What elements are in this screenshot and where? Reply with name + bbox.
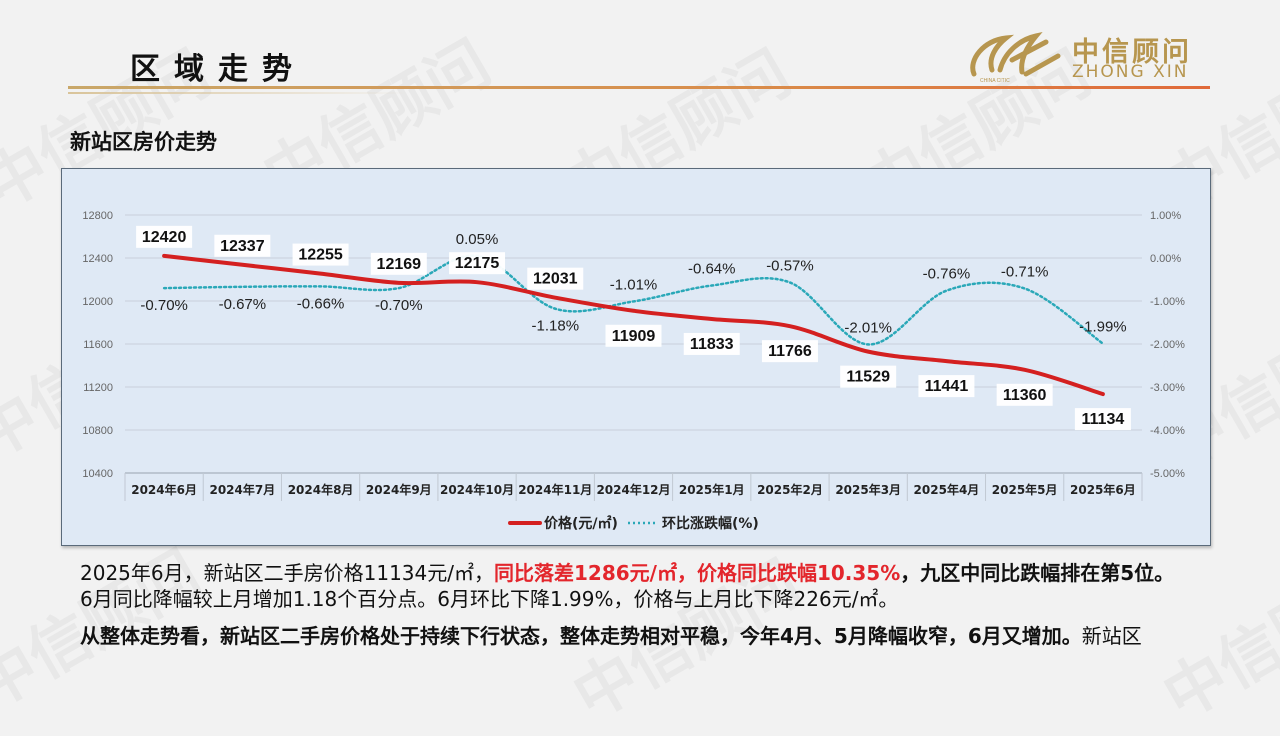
y-right-tick-label: 0.00%	[1150, 253, 1181, 265]
price-label-box	[527, 267, 584, 290]
price-data-label: 11766	[768, 343, 812, 360]
summary-text: 2025年6月，新站区二手房价格11134元/㎡，	[80, 561, 494, 585]
price-data-label: 11360	[1003, 387, 1047, 404]
legend-mom-label: 环比涨跌幅(%)	[662, 515, 759, 532]
x-tick-label: 2024年8月	[288, 482, 354, 497]
y-right-tick-label: -2.00%	[1150, 339, 1185, 351]
price-data-label: 11441	[925, 378, 969, 395]
price-data-label: 11529	[846, 369, 890, 386]
trend-text: 新站区	[1081, 624, 1142, 648]
mom-data-label: -1.99%	[1079, 319, 1127, 336]
mom-data-label: -0.57%	[766, 258, 814, 275]
chart-panel: 10400 10800 11200 11600 12000 12400 12800 -5.00…	[61, 168, 1211, 546]
svg-text:CHINA CITIC: CHINA CITIC	[980, 78, 1010, 84]
mom-data-label: -0.70%	[375, 297, 423, 314]
x-tick-label: 2025年6月	[1070, 482, 1136, 497]
header-divider	[68, 86, 1210, 89]
x-tick-label: 2024年9月	[366, 482, 432, 497]
price-label-box	[370, 252, 427, 275]
mom-data-label: -0.64%	[688, 261, 736, 278]
mom-data-label: 0.05%	[456, 231, 499, 248]
x-tick-label: 2024年11月	[518, 482, 592, 497]
trend-text-bold: 从整体走势看，新站区二手房价格处于持续下行状态，整体走势相对平稳，今年4月、5月…	[80, 624, 1082, 648]
price-label-box	[683, 332, 740, 355]
summary-paragraph-1: 2025年6月，新站区二手房价格11134元/㎡，同比落差1286元/㎡，价格同…	[80, 560, 1174, 586]
x-tick-label: 2024年12月	[596, 482, 670, 497]
y-left-tick-label: 11200	[83, 382, 113, 394]
x-tick-label: 2025年4月	[914, 482, 980, 497]
price-data-label: 12255	[298, 247, 343, 264]
logo-text-cn: 中信顾问	[1072, 37, 1192, 68]
mom-data-label: -0.76%	[923, 266, 971, 283]
header-divider-accent	[68, 92, 408, 94]
x-tick-label: 2025年5月	[992, 482, 1058, 497]
y-left-tick-label: 10400	[82, 468, 113, 480]
legend-price-label: 价格(元/㎡)	[544, 515, 618, 532]
x-tick-label: 2025年2月	[757, 482, 823, 497]
logo-mark-icon	[970, 31, 1061, 77]
price-label-box	[761, 340, 818, 363]
price-label-box	[449, 252, 506, 275]
y-left-tick-label: 11600	[83, 339, 113, 351]
page-title: 区域走势	[130, 52, 306, 87]
price-label-box	[605, 324, 662, 347]
price-data-label: 12420	[142, 229, 187, 246]
summary-paragraph-2: 从整体走势看，新站区二手房价格处于持续下行状态，整体走势相对平稳，今年4月、5月…	[80, 623, 1142, 649]
y-left-tick-label: 12000	[82, 296, 113, 308]
price-label-box	[136, 225, 193, 248]
price-label-box	[918, 375, 975, 398]
section-title: 新站区房价走势	[70, 130, 217, 154]
summary-paragraph-1-line2: 6月同比降幅较上月增加1.18个百分点。6月环比下降1.99%，价格与上月比下降…	[80, 587, 899, 611]
x-tick-label: 2024年10月	[440, 482, 514, 497]
y-right-tick-label: -3.00%	[1150, 382, 1185, 394]
mom-data-label: -0.67%	[219, 296, 267, 313]
highlight-text: 同比落差1286元/㎡，价格同比跌幅10.35%	[493, 561, 901, 585]
y-right-tick-label: 1.00%	[1150, 210, 1181, 222]
price-line	[162, 253, 1105, 397]
y-left-tick-label: 12400	[82, 253, 113, 265]
y-right-tick-label: -1.00%	[1150, 296, 1185, 308]
mom-data-label: -0.70%	[140, 297, 188, 314]
mom-data-label: -1.01%	[610, 276, 658, 293]
price-data-label: 12175	[455, 255, 500, 272]
summary-text-bold: ，九区中同比跌幅排在第5位。	[900, 561, 1175, 585]
price-data-label: 12031	[533, 271, 578, 288]
price-label-box	[996, 383, 1053, 406]
price-data-label: 11909	[612, 328, 656, 345]
price-label-box	[840, 365, 897, 388]
x-tick-label: 2025年3月	[835, 482, 901, 497]
y-right-tick-label: -4.00%	[1150, 425, 1185, 437]
x-tick-label: 2025年1月	[679, 482, 745, 497]
price-data-label: 12169	[377, 256, 422, 273]
price-label-box	[1074, 408, 1131, 431]
price-label-box	[292, 243, 349, 266]
y-left-tick-label: 10800	[82, 425, 113, 437]
x-tick-label: 2024年7月	[209, 482, 275, 497]
logo-text-en: ZHONG XIN	[1072, 62, 1189, 82]
x-tick-label: 2024年6月	[131, 482, 197, 497]
y-left-tick-label: 12800	[82, 210, 113, 222]
price-data-label: 11134	[1082, 411, 1125, 428]
company-logo: CHINA CITIC	[970, 31, 1061, 84]
price-trend-chart: 10400 10800 11200 11600 12000 12400 12800 -5.00…	[82, 210, 1185, 532]
mom-data-label: -0.66%	[297, 295, 345, 312]
mom-data-label: -2.01%	[844, 319, 892, 336]
price-data-label: 12337	[220, 238, 265, 255]
mom-data-label: -1.18%	[532, 318, 580, 335]
price-label-box	[214, 234, 271, 257]
mom-data-label: -0.71%	[1001, 264, 1049, 281]
price-data-label: 11833	[690, 336, 734, 353]
y-right-tick-label: -5.00%	[1150, 468, 1185, 480]
mom-change-line	[162, 254, 1105, 346]
